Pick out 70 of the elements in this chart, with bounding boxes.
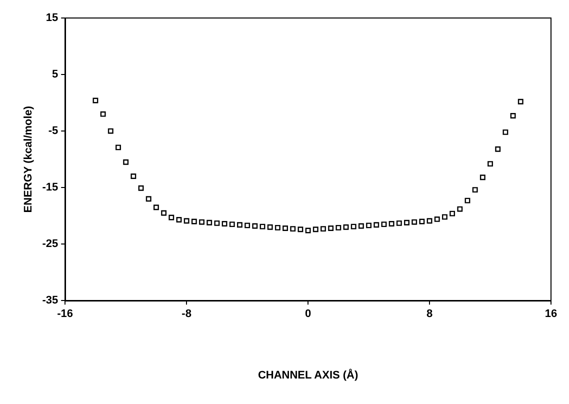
point: [464, 198, 470, 204]
y-axis-title: ENERGY (kcal/mole): [22, 106, 35, 213]
x-tick-label: -8: [182, 308, 192, 320]
point: [244, 222, 250, 228]
point: [206, 220, 212, 226]
point: [260, 224, 266, 230]
point: [388, 221, 394, 226]
point: [457, 206, 463, 212]
point: [381, 222, 387, 228]
point: [312, 226, 318, 232]
point: [123, 159, 129, 165]
y-tick-label: -15: [42, 182, 58, 194]
point: [450, 210, 456, 216]
point: [108, 128, 114, 134]
point: [92, 98, 98, 104]
point: [199, 219, 204, 225]
point: [366, 222, 372, 228]
point: [419, 218, 425, 224]
point: [191, 218, 197, 224]
y-tick-label: 15: [46, 12, 58, 24]
point: [176, 217, 182, 222]
y-tick-label: -5: [48, 125, 58, 138]
x-tick-label: 8: [426, 308, 433, 320]
point: [472, 187, 478, 193]
point: [495, 146, 501, 152]
point: [426, 218, 432, 224]
y-tick-label: -25: [42, 238, 58, 250]
point: [396, 220, 402, 226]
point: [336, 224, 342, 230]
point: [518, 98, 524, 104]
y-tick-label: 5: [52, 68, 58, 81]
point: [116, 144, 121, 150]
point: [412, 219, 418, 225]
point: [222, 221, 228, 226]
point: [488, 161, 493, 167]
point: [161, 210, 167, 216]
point: [138, 185, 144, 191]
point: [320, 226, 326, 232]
point: [130, 174, 136, 179]
y-tick-label: -35: [42, 294, 58, 307]
point: [510, 113, 516, 118]
point: [237, 222, 242, 228]
point: [343, 224, 349, 230]
point: [168, 214, 174, 220]
point: [274, 224, 280, 230]
x-tick-label: -16: [57, 308, 74, 320]
point: [480, 174, 486, 180]
point: [214, 220, 220, 226]
point: [305, 228, 311, 234]
point: [100, 111, 106, 117]
point: [290, 226, 296, 232]
x-tick-label: 16: [544, 308, 558, 320]
point: [184, 218, 190, 224]
point: [282, 226, 288, 231]
point: [153, 204, 159, 210]
point: [502, 129, 508, 135]
point: [358, 223, 364, 229]
point: [374, 222, 380, 228]
point: [434, 216, 440, 222]
point: [442, 214, 448, 220]
point: [350, 224, 356, 230]
point: [229, 222, 235, 228]
point: [328, 226, 334, 231]
x-axis-title: CHANNEL AXIS (Å): [258, 368, 358, 382]
point: [404, 220, 410, 226]
point: [146, 196, 152, 202]
x-tick-label: 0: [304, 308, 312, 320]
point: [298, 226, 304, 232]
point: [252, 223, 258, 229]
point: [267, 224, 273, 230]
